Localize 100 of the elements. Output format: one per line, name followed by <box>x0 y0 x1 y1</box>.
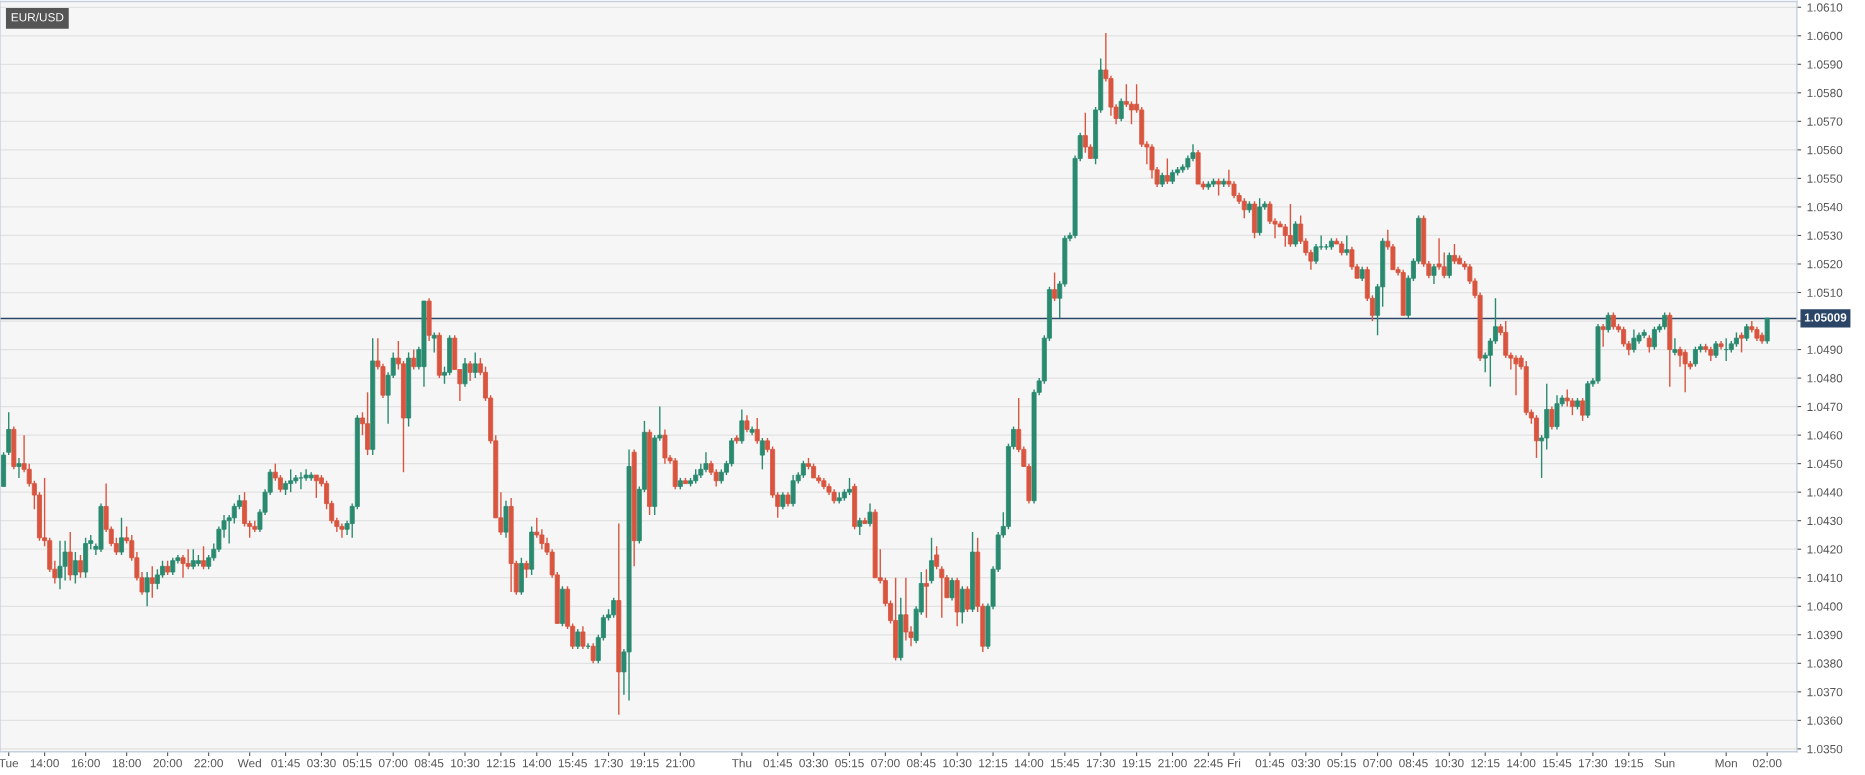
y-tick-label: 1.0430 <box>1807 516 1843 526</box>
x-tick-label: 12:15 <box>979 759 1008 768</box>
y-tick-label: 1.0570 <box>1807 117 1843 126</box>
x-tick-label: 14:00 <box>1507 759 1536 768</box>
candlestick <box>1293 220 1298 248</box>
x-tick-label: 17:30 <box>1579 759 1608 768</box>
y-tick-label: 1.0420 <box>1807 545 1843 554</box>
candlestick <box>242 491 248 528</box>
candlestick <box>867 502 873 528</box>
y-tick-label: 1.0470 <box>1807 402 1843 411</box>
x-tick-label: 03:30 <box>799 759 828 768</box>
x-tick-label: 01:45 <box>1255 759 1285 768</box>
candlestick <box>1764 317 1770 345</box>
candlestick <box>1739 331 1745 354</box>
x-tick-label: 10:30 <box>943 759 972 768</box>
candlestick <box>67 531 73 582</box>
y-tick-label: 1.0370 <box>1807 687 1843 697</box>
candlestick <box>1164 157 1170 185</box>
y-tick-label: 1.0450 <box>1807 459 1843 469</box>
x-tick-label: 03:30 <box>1291 759 1321 768</box>
candlestick <box>1549 405 1555 431</box>
y-tick-label: 1.0400 <box>1807 602 1843 611</box>
candlestick <box>411 348 417 371</box>
x-tick-label: 14:00 <box>1015 759 1044 768</box>
x-tick-label: 03:30 <box>307 759 336 768</box>
candlestick <box>72 551 78 585</box>
x-tick-label: 10:30 <box>451 759 480 768</box>
x-tick-label: 19:15 <box>1122 759 1151 768</box>
x-tick-label: 19:15 <box>630 759 659 768</box>
candlestick <box>462 357 468 388</box>
x-tick-label: 16:00 <box>71 759 100 768</box>
x-tick-label: 18:00 <box>112 759 141 768</box>
x-tick-label: 17:30 <box>594 759 623 768</box>
x-tick-label: 22:00 <box>194 759 223 768</box>
candlestick <box>467 360 473 382</box>
y-tick-label: 1.0590 <box>1807 60 1843 69</box>
candlestick <box>149 565 155 599</box>
candlestick <box>959 585 965 625</box>
candlestick <box>964 585 970 613</box>
candlestick <box>119 517 124 556</box>
x-tick-label: 12:15 <box>487 759 516 768</box>
y-tick-label: 1.0530 <box>1807 231 1843 240</box>
candlestick <box>1600 323 1606 348</box>
y-tick-label: 1.0520 <box>1807 260 1843 269</box>
candlestick <box>949 577 955 602</box>
candlestick <box>6 411 12 456</box>
x-tick-label: Fri <box>1228 758 1241 768</box>
x-tick-label: 01:45 <box>271 759 300 768</box>
y-tick-label: 1.0540 <box>1807 202 1843 212</box>
y-tick-label: 1.0460 <box>1807 431 1843 440</box>
x-tick-label: 08:45 <box>906 759 936 768</box>
x-tick-label: 07:00 <box>871 759 900 768</box>
candlestick <box>739 408 745 445</box>
candlestick <box>16 457 22 479</box>
y-tick-label: 1.0350 <box>1807 744 1843 754</box>
x-tick-label: Tue <box>0 759 19 768</box>
y-tick-label: 1.0580 <box>1807 88 1843 98</box>
x-tick-label: 15:45 <box>1543 759 1572 768</box>
ref-line-label: 1.05009 <box>1804 313 1847 322</box>
x-tick-label: 07:00 <box>1363 759 1392 768</box>
y-tick-label: 1.0610 <box>1807 3 1843 12</box>
x-tick-label: Wed <box>237 758 261 768</box>
y-tick-label: 1.0480 <box>1807 374 1843 383</box>
x-tick-label: 08:45 <box>414 759 444 768</box>
x-tick-label: 15:45 <box>558 759 587 768</box>
candlestick <box>590 642 596 665</box>
x-tick-label: Thu <box>731 758 752 768</box>
x-tick-label: 17:30 <box>1086 759 1116 768</box>
candlestick <box>580 625 586 650</box>
x-tick-label: 15:45 <box>1050 759 1080 768</box>
x-tick-label: 10:30 <box>1435 759 1464 768</box>
candlestick <box>1344 234 1350 257</box>
candlestick <box>923 568 929 619</box>
x-tick-label: 14:00 <box>522 759 552 768</box>
candlestick <box>1580 397 1586 422</box>
x-tick-label: 07:00 <box>378 759 408 768</box>
y-tick-label: 1.0510 <box>1807 288 1843 297</box>
y-tick-label: 1.0440 <box>1807 488 1843 497</box>
x-tick-label: 22:45 <box>1194 759 1223 768</box>
x-tick-label: 21:00 <box>1158 759 1187 768</box>
x-tick-label: Sun <box>1654 759 1675 768</box>
candlestick <box>575 628 581 650</box>
candlestick <box>144 571 150 607</box>
candlestick <box>903 577 909 642</box>
x-tick-label: Mon <box>1715 759 1737 768</box>
x-tick-label: 21:00 <box>666 759 695 768</box>
candlestick <box>472 351 478 379</box>
x-tick-label: 12:15 <box>1471 759 1500 768</box>
candlestick <box>1052 271 1058 302</box>
candlestick <box>1672 337 1678 356</box>
x-tick-label: 05:15 <box>343 759 372 768</box>
candlestick <box>201 545 206 570</box>
x-tick-label: 02:00 <box>1752 759 1782 768</box>
candlestick <box>934 545 940 570</box>
candlestick <box>1605 311 1611 334</box>
y-tick-label: 1.0390 <box>1807 630 1843 640</box>
candlestick <box>1118 97 1124 123</box>
candlestick <box>929 537 934 585</box>
y-tick-label: 1.0600 <box>1807 31 1843 41</box>
x-tick-label: 05:15 <box>835 759 864 768</box>
